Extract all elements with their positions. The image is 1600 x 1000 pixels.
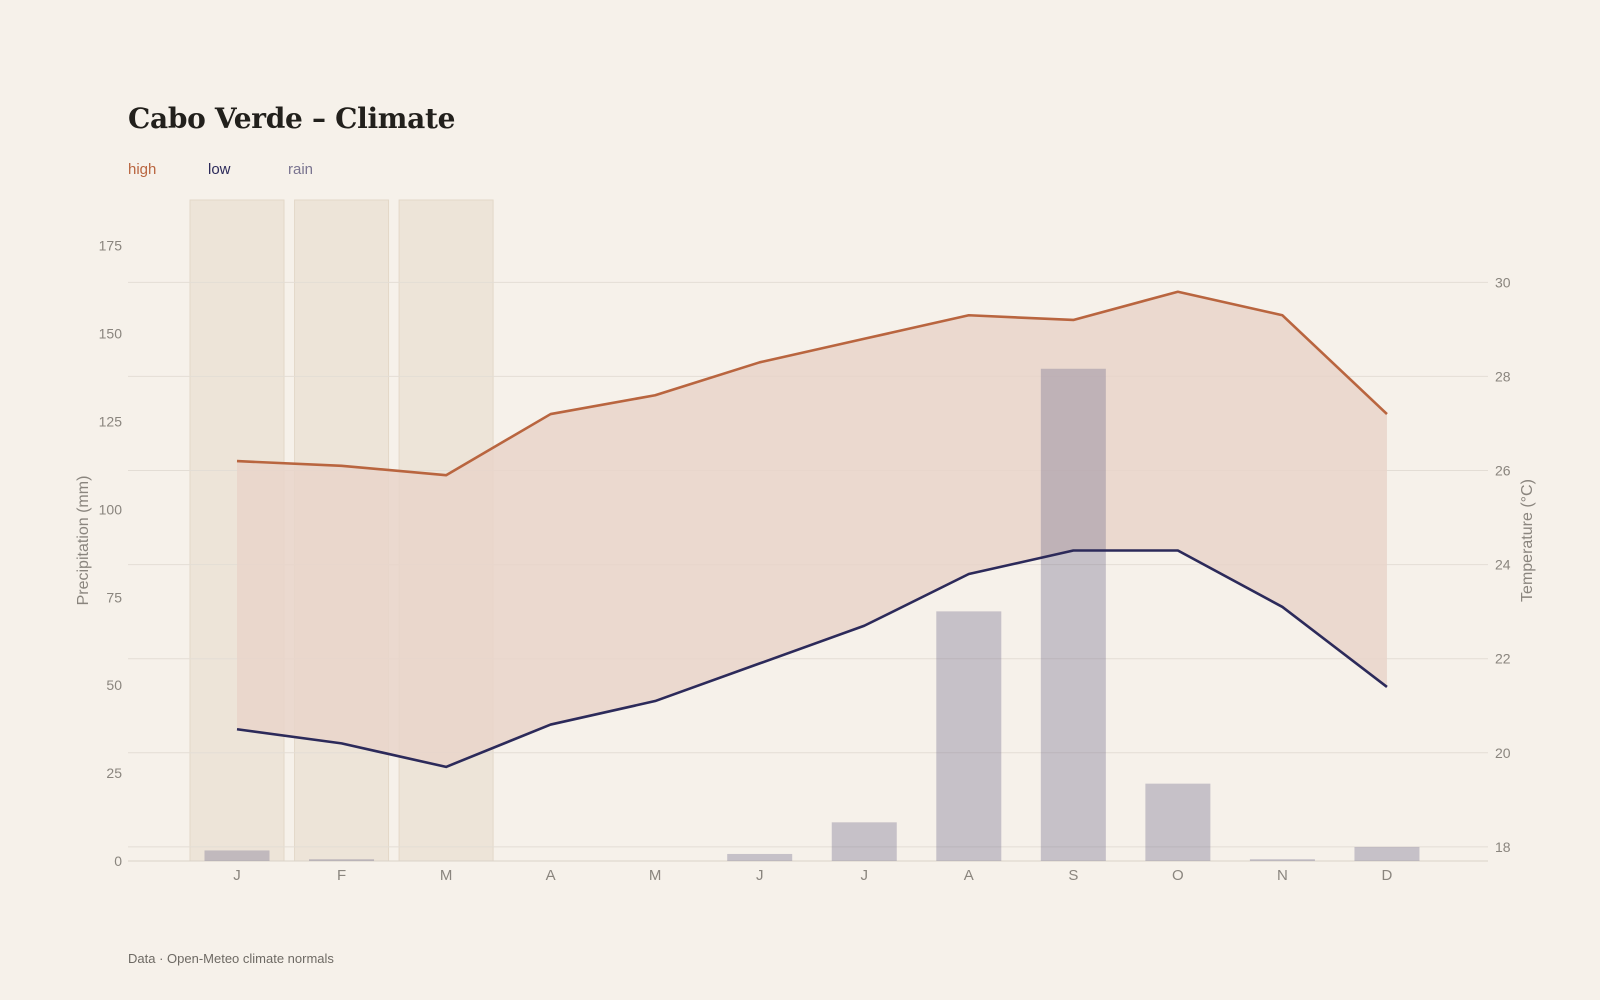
left-tick-label: 100 [99, 501, 123, 517]
rain-bar [1145, 783, 1211, 861]
x-tick-label: N [1277, 867, 1288, 884]
rain-bar [727, 853, 793, 861]
rain-bar [936, 611, 1002, 861]
low-line [236, 549, 1388, 769]
x-tick-label: A [964, 867, 974, 884]
left-tick-label: 50 [106, 677, 122, 693]
x-tick-label: M [440, 867, 453, 884]
left-axis-title: Precipitation (mm) [75, 476, 92, 606]
right-tick-label: 22 [1495, 651, 1511, 667]
left-tick-label: 0 [114, 853, 122, 869]
source-note: Data · Open-Meteo climate normals [128, 951, 334, 966]
x-tick-label: J [861, 867, 869, 884]
temperature-band [237, 291, 1387, 767]
x-tick-label: J [756, 867, 764, 884]
x-tick-label: D [1382, 867, 1393, 884]
chart-title: Cabo Verde – Climate [128, 102, 456, 135]
rain-bar [309, 859, 375, 861]
right-axis-title: Temperature (°C) [1519, 479, 1536, 602]
rain-bar [831, 822, 897, 861]
legend-high: high [128, 161, 157, 178]
left-tick-label: 175 [99, 238, 123, 254]
x-tick-label: M [649, 867, 662, 884]
x-tick-label: A [546, 867, 556, 884]
left-tick-label: 75 [106, 589, 122, 605]
rain-bar [1354, 846, 1420, 861]
left-tick-label: 150 [99, 326, 123, 342]
right-tick-label: 30 [1495, 274, 1511, 290]
right-tick-label: 20 [1495, 745, 1511, 761]
right-tick-label: 24 [1495, 557, 1511, 573]
legend-rain: rain [288, 161, 314, 178]
right-tick-label: 28 [1495, 368, 1511, 384]
rain-bar [1040, 368, 1106, 861]
rain-bar [204, 850, 270, 861]
legend-low: low [208, 161, 231, 178]
right-tick-label: 18 [1495, 839, 1511, 855]
left-tick-label: 125 [99, 414, 123, 430]
high-line [236, 290, 1388, 477]
x-tick-label: S [1068, 867, 1078, 884]
legend: high low rain [128, 161, 368, 178]
x-tick-label: J [233, 867, 241, 884]
rain-bar [1249, 859, 1315, 861]
right-tick-label: 26 [1495, 463, 1511, 479]
left-tick-label: 25 [106, 765, 122, 781]
x-tick-label: F [337, 867, 346, 884]
x-tick-label: O [1172, 867, 1184, 884]
